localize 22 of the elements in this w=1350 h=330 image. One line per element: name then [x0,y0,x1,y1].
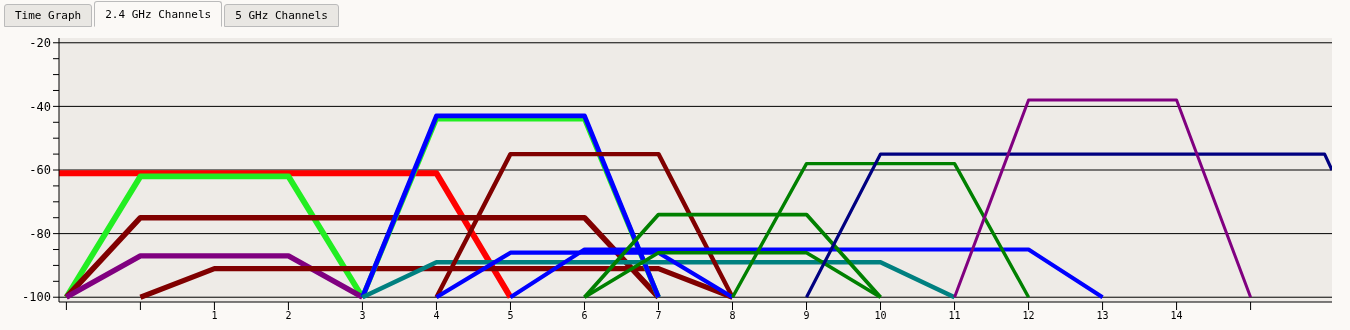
x-tick-label: 10 [874,310,887,322]
x-tick-label: 11 [948,310,961,322]
x-tick-label: 3 [359,310,366,322]
x-tick-label: 5 [507,310,514,322]
x-tick-label: 9 [803,310,810,322]
y-tick-label: -60 [29,163,51,178]
x-tick-label: 7 [655,310,662,322]
x-tick-label: 1 [211,310,218,322]
x-tick-label: 13 [1096,310,1109,322]
text: 5 GHz Channels [224,4,339,27]
x-tick-label: 4 [433,310,440,322]
y-tick-label: -80 [29,226,51,241]
y-tick-label: -40 [29,99,51,114]
y-tick-label: -100 [22,290,51,305]
x-tick-label: 6 [581,310,588,322]
text: Time Graph [4,4,93,27]
y-tick-label: -20 [29,36,51,51]
x-tick-label: 14 [1170,310,1183,322]
x-tick-label: 2 [285,310,292,322]
text: 2.4 GHz Channels [94,1,223,27]
x-tick-label: 8 [729,310,736,322]
x-tick-label: 12 [1022,310,1035,322]
